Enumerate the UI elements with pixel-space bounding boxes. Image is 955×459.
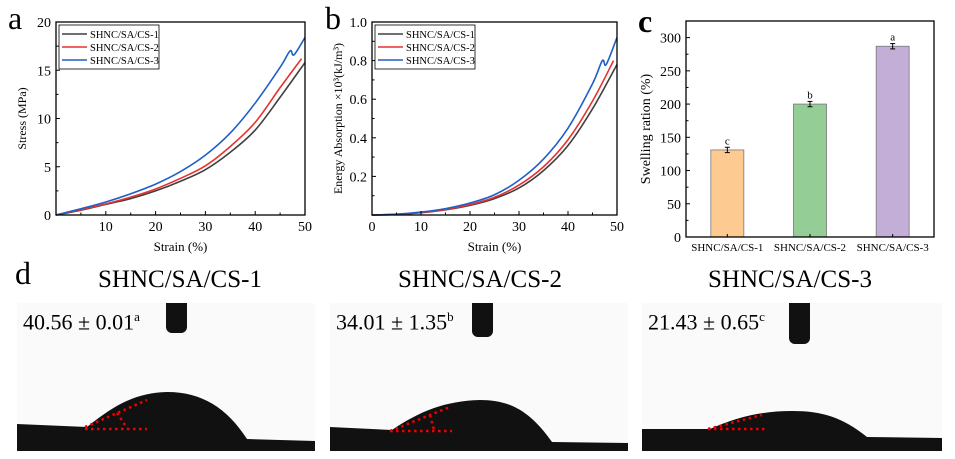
legend-label-1: SHNC/SA/CS-1 — [90, 30, 159, 41]
x-tick-label: 20 — [463, 220, 477, 235]
x-tick-label: 50 — [610, 220, 624, 235]
contact-angle-value: 40.56 ± 0.01a — [23, 309, 140, 335]
contact-angle-value: 21.43 ± 0.65c — [648, 309, 765, 335]
tangent-line — [389, 405, 451, 433]
panel-letter-d: d — [15, 255, 31, 291]
droplet-image — [330, 303, 628, 451]
y-tick-label: 10 — [37, 113, 51, 128]
y-tick-label: 15 — [37, 64, 51, 79]
legend-label-1: SHNC/SA/CS-1 — [406, 30, 475, 41]
legend-label-3: SHNC/SA/CS-3 — [406, 56, 475, 67]
series-line-2 — [371, 60, 615, 216]
y-tick-label: 0 — [674, 231, 681, 246]
x-axis-label: Strain (%) — [468, 239, 522, 254]
chart-figure: 10 20 30 40 50 0 5 10 15 20 Strain (%) Stress (MPa)… — [15, 16, 935, 254]
contact-angle-value: 34.01 ± 1.35b — [336, 309, 454, 335]
y-axis-label: Stress (MPa) — [15, 87, 29, 149]
bar-3 — [875, 45, 910, 238]
y-tick-label: 50 — [667, 198, 681, 213]
y-tick-label: 100 — [660, 165, 681, 180]
droplet-photo-1: 40.56 ± 0.01a — [17, 303, 315, 451]
y-tick-label: 0.4 — [350, 132, 368, 147]
tangent-line — [84, 398, 148, 429]
series-line-1 — [371, 64, 618, 216]
x-tick-label: 10 — [99, 220, 113, 235]
x-tick-label: 20 — [149, 220, 163, 235]
bar-1 — [710, 149, 745, 238]
y-axis-label: Energy Absorption ×10³(kJ/m³) — [331, 43, 345, 194]
droplet — [17, 392, 315, 451]
x-tick-label: 40 — [561, 220, 575, 235]
bar-2 — [793, 103, 827, 238]
x-tick-label: 10 — [414, 220, 428, 235]
panel-letter-a: a — [8, 0, 23, 36]
x-axis-label: Strain (%) — [154, 239, 208, 254]
x-tick-label: SHNC/SA/CS-2 — [774, 242, 846, 254]
y-tick-label: 1.0 — [350, 16, 368, 31]
droplet-photo-3: 21.43 ± 0.65c — [642, 303, 942, 451]
x-tick-label: 30 — [512, 220, 526, 235]
x-tick-label: 30 — [198, 220, 212, 235]
y-tick-label: 0.8 — [350, 55, 368, 70]
panel-letter-b: b — [325, 0, 341, 36]
droplet-image — [17, 303, 315, 451]
droplet-photo-2: 34.01 ± 1.35b — [330, 303, 628, 451]
legend-label-3: SHNC/SA/CS-3 — [90, 56, 159, 67]
panel-letter-c: c — [638, 3, 653, 39]
y-tick-label: 5 — [44, 161, 51, 176]
droplet — [330, 400, 628, 451]
y-axis-label: Swelling ration (%) — [639, 73, 654, 184]
legend-label-2: SHNC/SA/CS-2 — [90, 43, 159, 54]
significance-label: c — [725, 135, 730, 147]
series-line-3 — [55, 37, 306, 216]
plot-frame — [685, 20, 935, 238]
significance-label: a — [890, 32, 895, 44]
ca-title-3: SHNC/SA/CS-3 — [708, 266, 872, 293]
y-tick-label: 150 — [660, 131, 681, 146]
ca-title-2: SHNC/SA/CS-2 — [398, 266, 562, 293]
y-tick-label: 0.6 — [350, 93, 368, 108]
y-tick-label: 200 — [660, 98, 681, 113]
y-tick-label: 20 — [37, 16, 51, 31]
ca-title-1: SHNC/SA/CS-1 — [98, 266, 262, 293]
x-tick-label: 50 — [298, 220, 312, 235]
significance-label: b — [807, 89, 813, 101]
series-line-2 — [55, 58, 303, 216]
legend-label-2: SHNC/SA/CS-2 — [406, 43, 475, 54]
y-tick-label: 0 — [44, 209, 51, 224]
y-tick-label: 300 — [660, 32, 681, 47]
x-tick-label: SHNC/SA/CS-3 — [857, 242, 930, 254]
x-tick-label: 40 — [248, 220, 262, 235]
x-tick-label: 0 — [369, 220, 376, 235]
y-tick-label: 250 — [660, 65, 681, 80]
droplet — [642, 411, 942, 451]
droplet-image — [642, 303, 942, 451]
y-tick-label: 0.2 — [350, 170, 368, 185]
x-tick-label: SHNC/SA/CS-1 — [691, 242, 763, 254]
